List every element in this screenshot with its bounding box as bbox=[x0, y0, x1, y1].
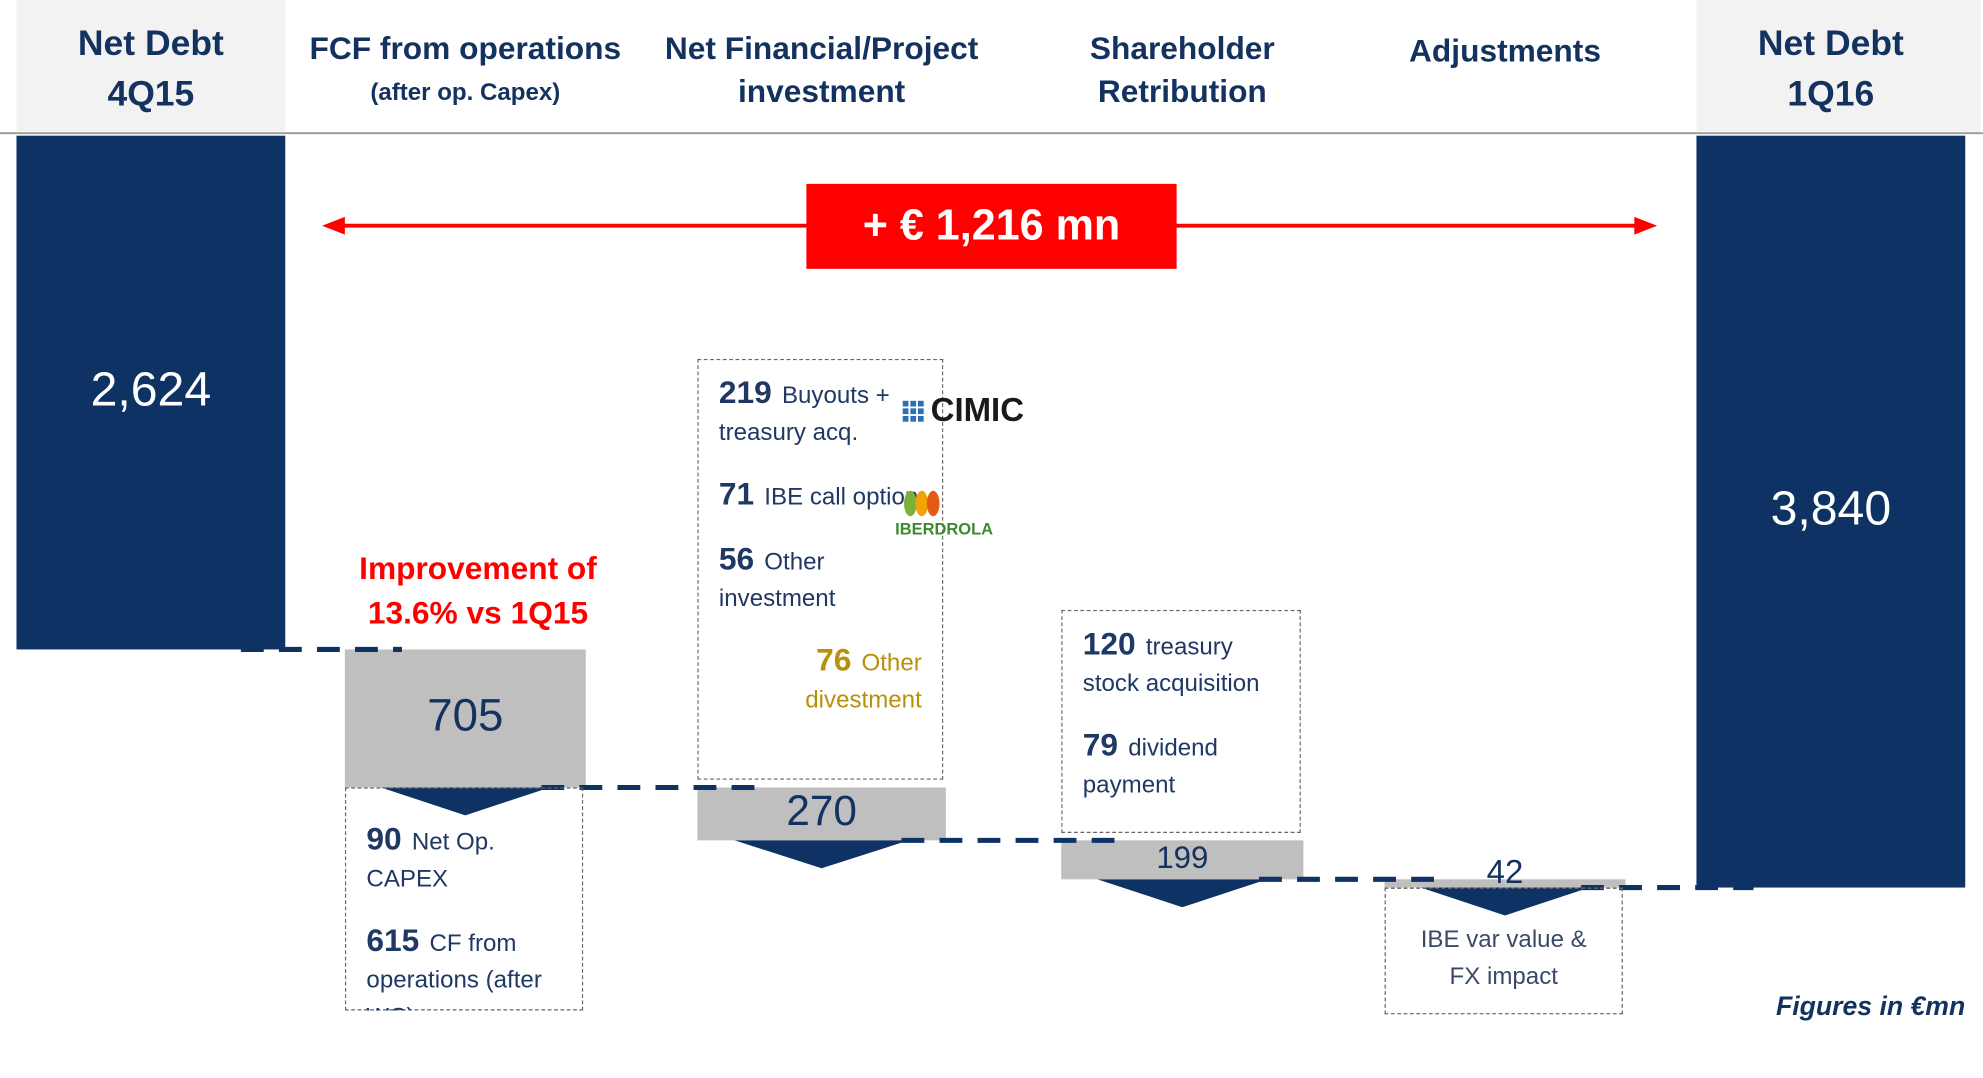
note: 90 Net Op. CAPEX bbox=[366, 822, 561, 898]
bar bbox=[1696, 135, 1966, 888]
note-text: CF from operations (after WC) bbox=[366, 930, 542, 1011]
value-label: 199 bbox=[1156, 840, 1208, 875]
category-label: 4Q15 bbox=[107, 74, 194, 114]
category-label: Shareholder bbox=[1090, 30, 1275, 66]
note: 56 Other investment bbox=[719, 542, 922, 618]
note-text: dividend payment bbox=[1082, 735, 1218, 799]
note-text: IBE call option bbox=[764, 484, 919, 512]
bar bbox=[697, 787, 946, 841]
arrow-head bbox=[322, 216, 345, 235]
note-container: 120 treasury stock acquisition 79 dividend … bbox=[1061, 609, 1301, 833]
note-value: 120 bbox=[1082, 626, 1136, 662]
category-label: 1Q16 bbox=[1787, 74, 1874, 114]
logo-icon bbox=[902, 415, 909, 422]
bar bbox=[1384, 879, 1626, 888]
category-label: Net Financial/Project bbox=[665, 30, 979, 66]
note: 219 Buyouts + treasury acq. bbox=[719, 375, 922, 451]
note-value: 71 bbox=[718, 476, 755, 513]
bar-chevron bbox=[1097, 879, 1268, 908]
logo: CIMIC bbox=[931, 391, 1024, 428]
note-container: 219 Buyouts + treasury acq. 71 IBE call opt… bbox=[697, 358, 944, 780]
value-label: 705 bbox=[427, 690, 503, 741]
category-label: Adjustments bbox=[1409, 33, 1601, 69]
bar-chevron bbox=[734, 840, 909, 869]
logo-icon bbox=[910, 415, 917, 422]
note-text: Other divestment bbox=[805, 650, 922, 714]
logo: IBERDROLA bbox=[895, 520, 993, 538]
note-value: 56 bbox=[718, 541, 755, 578]
note-value: 79 bbox=[1082, 727, 1119, 764]
change-label: + € 1,216 mn bbox=[863, 202, 1121, 250]
header-band bbox=[16, 0, 286, 132]
note: 71 IBE call option bbox=[719, 477, 922, 516]
footnote: Figures in €mn bbox=[1776, 991, 1965, 1021]
note-text: Other investment bbox=[718, 549, 836, 613]
bar bbox=[344, 649, 586, 788]
bar-chevron bbox=[1420, 887, 1590, 916]
note-text: Buyouts + treasury acq. bbox=[718, 383, 890, 447]
note-value: 219 bbox=[718, 375, 772, 411]
logo-icon bbox=[902, 400, 909, 407]
logo-icon bbox=[910, 400, 917, 407]
note-value: 615 bbox=[366, 923, 420, 959]
note: IBE var value & FX impact bbox=[1406, 922, 1601, 996]
value-label: 270 bbox=[786, 787, 857, 834]
note-value: 76 bbox=[816, 642, 852, 679]
bar-chevron bbox=[381, 787, 550, 816]
note-text: IBE var value & FX impact bbox=[1420, 926, 1587, 991]
bar bbox=[1061, 840, 1304, 880]
value-label: 2,624 bbox=[91, 362, 212, 416]
category-label: Net Debt bbox=[1758, 23, 1904, 63]
arrow-head bbox=[1634, 216, 1658, 235]
logo-icon bbox=[926, 490, 940, 517]
note: 79 dividend payment bbox=[1083, 728, 1280, 804]
note-text: Net Op. CAPEX bbox=[366, 829, 495, 893]
note: 120 treasury stock acquisition bbox=[1083, 626, 1280, 702]
change-box bbox=[806, 183, 1177, 269]
logo-icon bbox=[917, 408, 924, 415]
category-label: (after op. Capex) bbox=[370, 79, 560, 106]
logo-icon bbox=[915, 490, 929, 517]
note-box: 219 Buyouts + treasury acq. 71 IBE call opt… bbox=[697, 358, 944, 780]
value-label: 3,840 bbox=[1771, 481, 1892, 535]
bar bbox=[16, 135, 286, 650]
logo-icon bbox=[910, 408, 917, 415]
logo-icon bbox=[917, 400, 924, 407]
note: 76 Other divestment bbox=[719, 642, 922, 719]
note-box: 90 Net Op. CAPEX 615 CF from operations (af… bbox=[344, 787, 584, 1011]
note-text: treasury stock acquisition bbox=[1082, 633, 1260, 698]
category-label: Retribution bbox=[1098, 73, 1267, 109]
callout: Improvement of bbox=[359, 550, 597, 586]
value-label: 42 bbox=[1487, 853, 1524, 890]
category-label: investment bbox=[738, 73, 906, 109]
category-label: Net Debt bbox=[78, 23, 224, 63]
logo-icon bbox=[904, 490, 917, 517]
note-box: 120 treasury stock acquisition 79 dividend … bbox=[1061, 609, 1301, 833]
header-band bbox=[1696, 0, 1981, 132]
logo-icon bbox=[917, 415, 924, 422]
callout: 13.6% vs 1Q15 bbox=[368, 595, 588, 631]
logo-icon bbox=[902, 408, 909, 415]
note-box: IBE var value & FX impact bbox=[1384, 887, 1623, 1015]
note-container: 90 Net Op. CAPEX 615 CF from operations (af… bbox=[344, 787, 584, 1011]
note-container: IBE var value & FX impact bbox=[1384, 887, 1623, 1015]
note-value: 90 bbox=[366, 821, 402, 858]
category-label: FCF from operations bbox=[310, 30, 622, 66]
